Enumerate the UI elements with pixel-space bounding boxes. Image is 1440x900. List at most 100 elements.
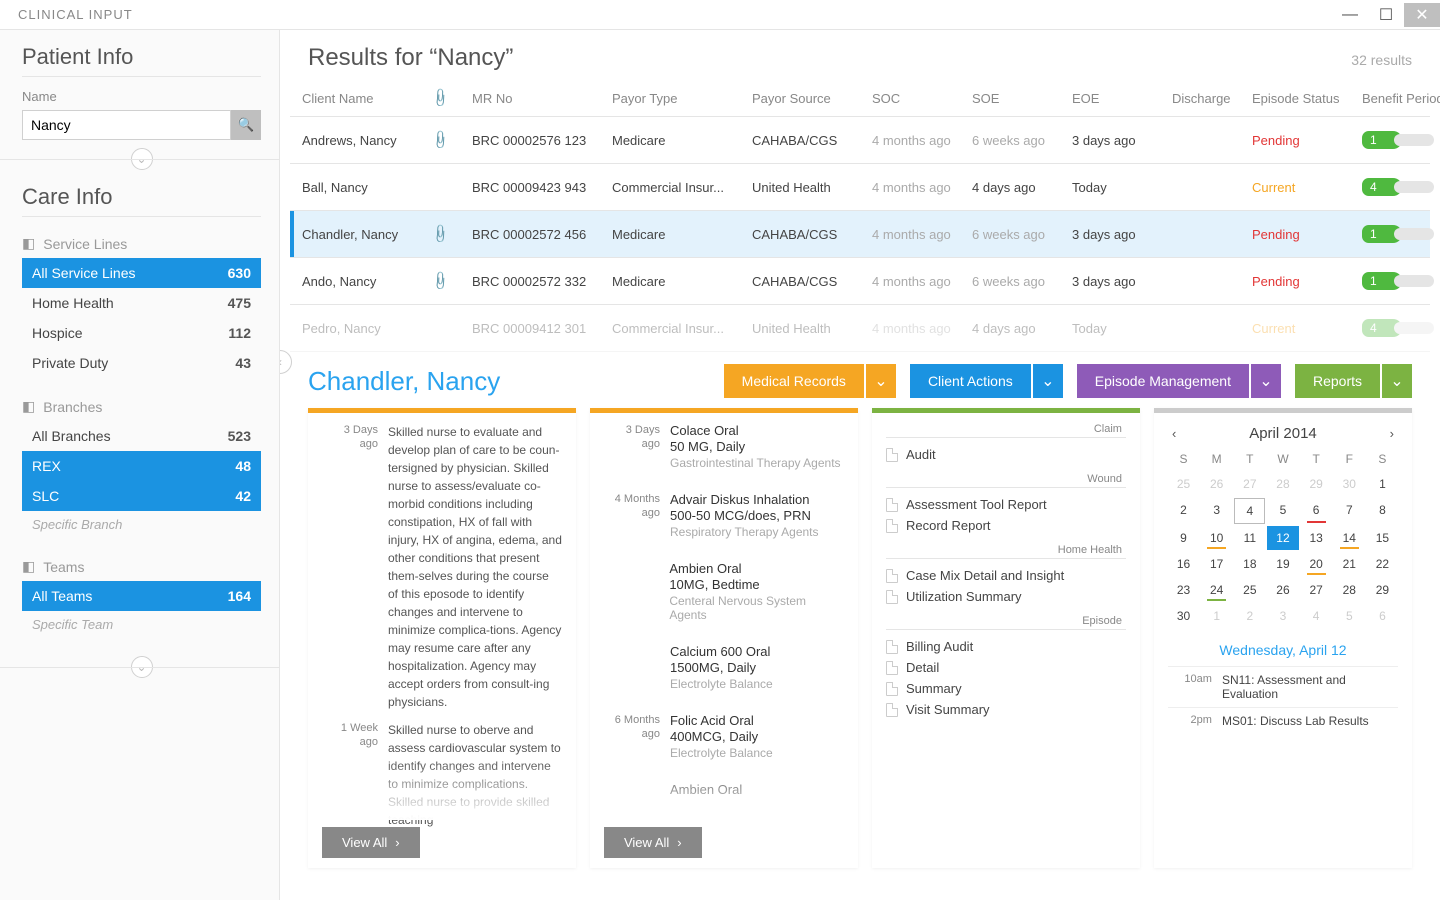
calendar-day[interactable]: 30 xyxy=(1334,472,1365,496)
reports-button[interactable]: Reports⌄ xyxy=(1295,364,1412,398)
calendar-day[interactable]: 25 xyxy=(1168,472,1199,496)
calendar-day[interactable]: 5 xyxy=(1334,604,1365,628)
episode-management-button[interactable]: Episode Management⌄ xyxy=(1077,364,1281,398)
calendar-day[interactable]: 10 xyxy=(1201,526,1232,550)
column-header[interactable]: 📎 xyxy=(432,90,472,106)
calendar-day[interactable]: 13 xyxy=(1301,526,1332,550)
filter-item[interactable]: Home Health475 xyxy=(22,288,261,318)
report-link[interactable]: Record Report xyxy=(886,515,1126,536)
column-header[interactable]: EOE xyxy=(1072,91,1172,106)
view-all-meds-button[interactable]: View All › xyxy=(604,827,702,858)
calendar-day[interactable]: 4 xyxy=(1234,498,1265,524)
name-input[interactable] xyxy=(22,110,231,140)
report-link[interactable]: Assessment Tool Report xyxy=(886,494,1126,515)
calendar-day[interactable]: 6 xyxy=(1301,498,1332,524)
calendar-day[interactable]: 26 xyxy=(1201,472,1232,496)
chevron-down-icon[interactable]: ⌄ xyxy=(866,364,896,398)
calendar-day[interactable]: 29 xyxy=(1301,472,1332,496)
calendar-day[interactable]: 3 xyxy=(1201,498,1232,524)
collapse-care-button[interactable]: ⌄ xyxy=(131,656,153,678)
column-header[interactable]: Client Name xyxy=(302,91,432,106)
table-row[interactable]: Chandler, Nancy 📎 BRC 00002572 456 Medic… xyxy=(290,211,1430,258)
calendar-day[interactable]: 21 xyxy=(1334,552,1365,576)
calendar-day[interactable]: 11 xyxy=(1234,526,1265,550)
calendar-day[interactable]: 2 xyxy=(1234,604,1265,628)
table-row[interactable]: Pedro, Nancy BRC 00009412 301 Commercial… xyxy=(290,305,1430,352)
calendar-day[interactable]: 12 xyxy=(1267,526,1298,550)
calendar-prev-button[interactable]: ‹ xyxy=(1172,426,1176,441)
calendar-day[interactable]: 18 xyxy=(1234,552,1265,576)
filter-item[interactable]: Hospice112 xyxy=(22,318,261,348)
calendar-day[interactable]: 27 xyxy=(1301,578,1332,602)
table-row[interactable]: Ball, Nancy BRC 00009423 943 Commercial … xyxy=(290,164,1430,211)
chevron-down-icon[interactable]: ⌄ xyxy=(1033,364,1063,398)
search-button[interactable]: 🔍 xyxy=(231,110,261,140)
table-row[interactable]: Ando, Nancy 📎 BRC 00002572 332 Medicare … xyxy=(290,258,1430,305)
column-header[interactable]: Benefit Period xyxy=(1362,91,1440,106)
document-icon xyxy=(886,569,898,583)
close-button[interactable]: ✕ xyxy=(1404,3,1440,27)
calendar-day[interactable]: 3 xyxy=(1267,604,1298,628)
calendar-day[interactable]: 28 xyxy=(1267,472,1298,496)
filter-item[interactable]: REX48 xyxy=(22,451,261,481)
filter-item[interactable]: All Branches523 xyxy=(22,421,261,451)
calendar-day[interactable]: 22 xyxy=(1367,552,1398,576)
filter-item[interactable]: SLC42 xyxy=(22,481,261,511)
report-link[interactable]: Detail xyxy=(886,657,1126,678)
calendar-day[interactable]: 15 xyxy=(1367,526,1398,550)
calendar-day[interactable]: 1 xyxy=(1201,604,1232,628)
client-actions-button[interactable]: Client Actions⌄ xyxy=(910,364,1063,398)
column-header[interactable]: MR No xyxy=(472,91,612,106)
report-link[interactable]: Billing Audit xyxy=(886,636,1126,657)
calendar-day[interactable]: 27 xyxy=(1234,472,1265,496)
column-header[interactable]: SOC xyxy=(872,91,972,106)
calendar-day[interactable]: 6 xyxy=(1367,604,1398,628)
filter-item[interactable]: All Service Lines630 xyxy=(22,258,261,288)
calendar-day[interactable]: 17 xyxy=(1201,552,1232,576)
report-link[interactable]: Visit Summary xyxy=(886,699,1126,720)
chevron-down-icon[interactable]: ⌄ xyxy=(1251,364,1281,398)
calendar-day[interactable]: 30 xyxy=(1168,604,1199,628)
calendar-day[interactable]: 26 xyxy=(1267,578,1298,602)
maximize-button[interactable]: ☐ xyxy=(1368,3,1404,27)
calendar-day[interactable]: 4 xyxy=(1301,604,1332,628)
report-group: Home HealthCase Mix Detail and InsightUt… xyxy=(886,544,1126,607)
view-all-notes-button[interactable]: View All › xyxy=(322,827,420,858)
calendar-day[interactable]: 19 xyxy=(1267,552,1298,576)
report-link[interactable]: Case Mix Detail and Insight xyxy=(886,565,1126,586)
calendar-day[interactable]: 7 xyxy=(1334,498,1365,524)
chevron-down-icon[interactable]: ⌄ xyxy=(1382,364,1412,398)
collapse-patient-button[interactable]: ⌄ xyxy=(131,148,153,170)
table-row[interactable]: Andrews, Nancy 📎 BRC 00002576 123 Medica… xyxy=(290,117,1430,164)
minimize-button[interactable]: — xyxy=(1332,3,1368,27)
calendar-day[interactable]: 9 xyxy=(1168,526,1199,550)
report-link[interactable]: Summary xyxy=(886,678,1126,699)
calendar-day[interactable]: 23 xyxy=(1168,578,1199,602)
report-link[interactable]: Audit xyxy=(886,444,1126,465)
calendar-day[interactable]: 8 xyxy=(1367,498,1398,524)
calendar-day[interactable]: 25 xyxy=(1234,578,1265,602)
filter-item[interactable]: All Teams164 xyxy=(22,581,261,611)
calendar-day[interactable]: 24 xyxy=(1201,578,1232,602)
calendar-day[interactable]: 1 xyxy=(1367,472,1398,496)
calendar-day[interactable]: 5 xyxy=(1267,498,1298,524)
agenda-item[interactable]: 10amSN11: Assessment and Evaluation xyxy=(1168,666,1398,707)
calendar-day[interactable]: 16 xyxy=(1168,552,1199,576)
column-header[interactable]: Payor Source xyxy=(752,91,872,106)
calendar-next-button[interactable]: › xyxy=(1390,426,1394,441)
column-header[interactable]: Episode Status xyxy=(1252,91,1362,106)
agenda-item[interactable]: 2pmMS01: Discuss Lab Results xyxy=(1168,707,1398,734)
calendar-day[interactable]: 2 xyxy=(1168,498,1199,524)
column-header[interactable]: SOE xyxy=(972,91,1072,106)
calendar-day[interactable]: 29 xyxy=(1367,578,1398,602)
filter-item[interactable]: Private Duty43 xyxy=(22,348,261,378)
calendar-day[interactable]: 28 xyxy=(1334,578,1365,602)
filter-placeholder[interactable]: Specific Team xyxy=(22,611,261,638)
medical-records-button[interactable]: Medical Records⌄ xyxy=(724,364,896,398)
calendar-day[interactable]: 20 xyxy=(1301,552,1332,576)
filter-placeholder[interactable]: Specific Branch xyxy=(22,511,261,538)
column-header[interactable]: Payor Type xyxy=(612,91,752,106)
calendar-day[interactable]: 14 xyxy=(1334,526,1365,550)
column-header[interactable]: Discharge xyxy=(1172,91,1252,106)
report-link[interactable]: Utilization Summary xyxy=(886,586,1126,607)
